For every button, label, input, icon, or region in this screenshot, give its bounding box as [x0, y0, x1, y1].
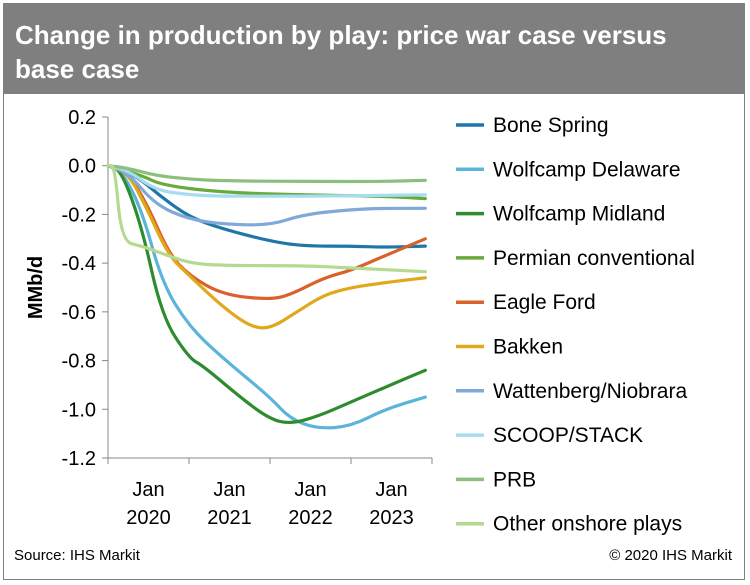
- y-tick-label: -0.8: [62, 351, 96, 373]
- copyright-note: © 2020 IHS Markit: [609, 547, 732, 564]
- chart-title: Change in production by play: price war …: [15, 20, 667, 84]
- line-chart: 0.2 0.0 -0.2 -0.4 -0.6 -0.8 -1.0 -1.2 MMb/d Jan 20…: [25, 107, 695, 536]
- x-tick-label-year: 2022: [288, 507, 333, 529]
- y-tick-label: 0.0: [68, 156, 96, 178]
- legend-label-wolfcamp-midland: Wolfcamp Midland: [493, 203, 665, 226]
- x-tick-label-month: Jan: [375, 479, 407, 501]
- y-tick-label: -0.6: [62, 302, 96, 324]
- legend-label-scoop-stack: SCOOP/STACK: [493, 424, 643, 447]
- legend-label-bone-spring: Bone Spring: [493, 114, 609, 137]
- legend-label-prb: PRB: [493, 468, 536, 491]
- x-tick-label-year: 2020: [126, 507, 171, 529]
- source-note: Source: IHS Markit: [14, 547, 140, 564]
- series-line-other-onshore-plays: [106, 164, 427, 274]
- series-line-wattenberg-niobrara: [106, 164, 427, 227]
- y-tick-label: 0.2: [68, 107, 96, 129]
- series-line-bone-spring: [106, 164, 427, 249]
- x-tick-label-month: Jan: [132, 479, 164, 501]
- y-tick-label: -1.0: [62, 399, 96, 421]
- series-line-eagle-ford: [106, 164, 427, 301]
- y-tick-label: -1.2: [62, 448, 96, 470]
- legend-label-other-onshore-plays: Other onshore plays: [493, 513, 682, 536]
- y-tick-label: -0.2: [62, 204, 96, 226]
- legend-label-permian-conventional: Permian conventional: [493, 247, 695, 270]
- series-line-prb: [106, 164, 427, 184]
- y-tick-label: -0.4: [62, 253, 96, 275]
- series-lines: [106, 164, 427, 430]
- y-axis-label: MMb/d: [25, 256, 47, 319]
- legend-label-wolfcamp-delaware: Wolfcamp Delaware: [493, 158, 681, 181]
- x-tick-label-year: 2021: [207, 507, 252, 529]
- chart-axes: 0.2 0.0 -0.2 -0.4 -0.6 -0.8 -1.0 -1.2 MMb/d Jan 20…: [25, 107, 433, 529]
- chart-frame: Change in production by play: price war …: [3, 3, 745, 580]
- chart-header: Change in production by play: price war …: [4, 4, 744, 94]
- x-tick-label-year: 2023: [369, 507, 414, 529]
- chart-legend: Bone Spring Wolfcamp Delaware Wolfcamp Mid…: [456, 114, 695, 536]
- series-line-wolfcamp-delaware: [106, 164, 427, 430]
- legend-label-bakken: Bakken: [493, 336, 563, 359]
- x-tick-label-month: Jan: [213, 479, 245, 501]
- x-tick-label-month: Jan: [294, 479, 326, 501]
- legend-label-wattenberg-niobrara: Wattenberg/Niobrara: [493, 380, 687, 403]
- series-line-wolfcamp-midland: [106, 164, 427, 425]
- series-line-bakken: [106, 164, 427, 330]
- legend-label-eagle-ford: Eagle Ford: [493, 291, 596, 314]
